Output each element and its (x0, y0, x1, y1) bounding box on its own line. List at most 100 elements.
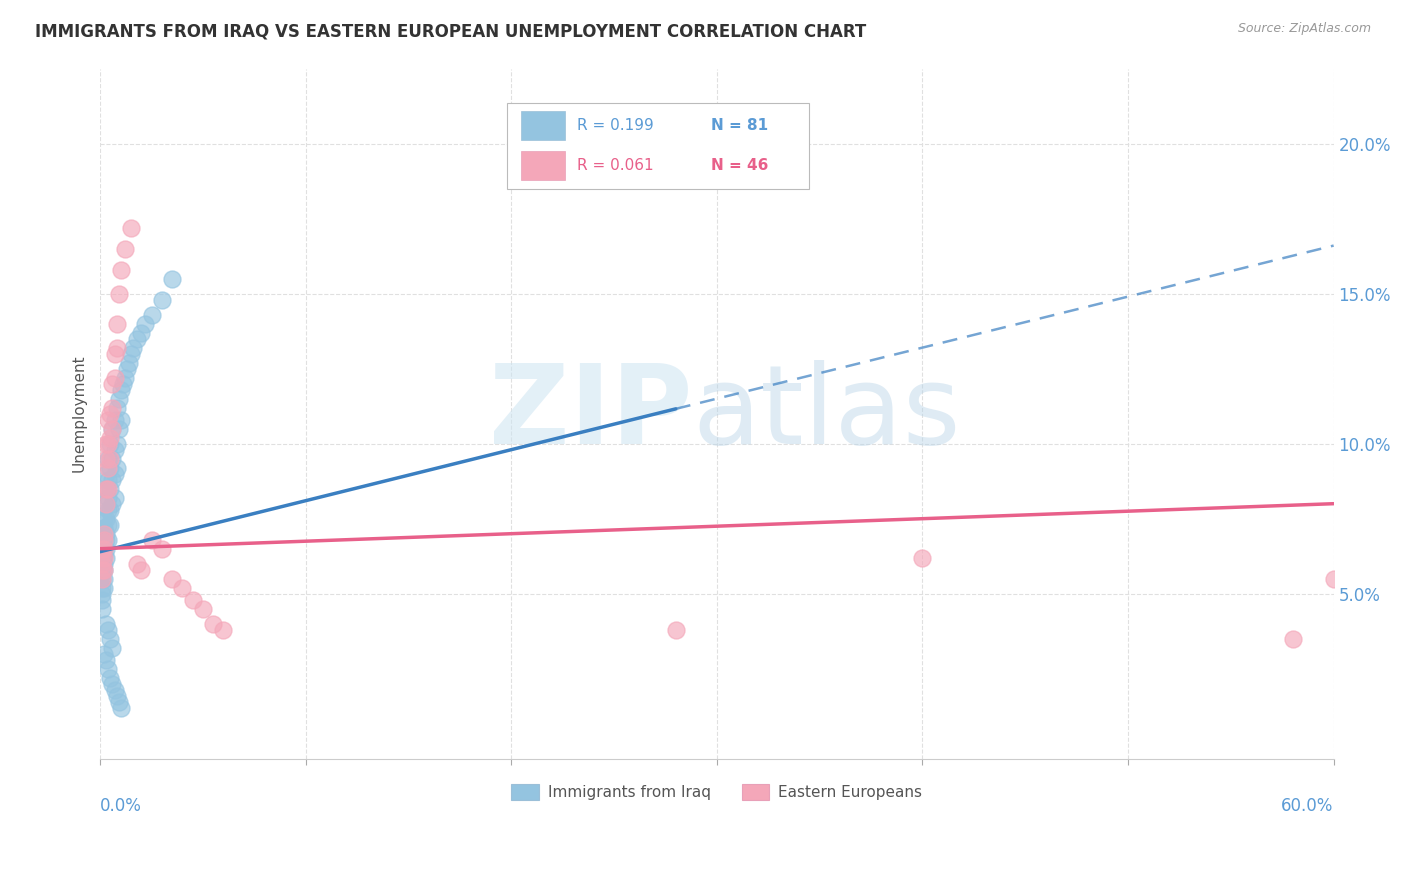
Point (100, 436, 122, 450)
Point (101, 451, 124, 466)
Point (91, 541, 114, 556)
Point (129, 563, 152, 577)
Point (172, 581, 194, 595)
Point (101, 640, 124, 655)
Point (96, 541, 118, 556)
Point (91, 572, 114, 586)
Point (97, 451, 120, 466)
Point (101, 677, 124, 691)
Text: R = 0.061: R = 0.061 (578, 158, 654, 173)
Point (105, 341, 128, 355)
Point (96, 511, 118, 525)
Point (100, 460, 122, 475)
Point (100, 451, 122, 466)
Point (96, 653, 118, 667)
Point (129, 326, 152, 340)
Point (911, 550, 934, 565)
Point (96, 467, 118, 481)
Point (212, 623, 235, 637)
Point (100, 671, 122, 685)
Point (91, 601, 114, 615)
Point (96, 526, 118, 541)
Point (103, 370, 125, 384)
Point (96, 451, 118, 466)
Point (97, 533, 120, 547)
Point (100, 632, 122, 646)
Point (100, 482, 122, 496)
Point (91, 548, 114, 562)
Point (110, 412, 132, 426)
Point (110, 700, 132, 714)
Point (101, 422, 124, 436)
Point (91, 566, 114, 580)
Point (181, 592, 204, 607)
FancyBboxPatch shape (520, 151, 565, 179)
Point (191, 601, 214, 615)
Point (114, 242, 136, 256)
Point (96, 482, 118, 496)
Point (118, 356, 141, 370)
Point (107, 422, 129, 436)
Point (93, 526, 115, 541)
Point (103, 346, 125, 360)
Point (134, 317, 156, 331)
Point (91, 572, 114, 586)
Point (101, 401, 124, 415)
Point (93, 533, 115, 547)
Point (93, 533, 115, 547)
Point (127, 332, 149, 346)
Point (96, 533, 118, 547)
Point (103, 682, 125, 697)
Point (93, 511, 115, 525)
Point (93, 563, 115, 577)
Text: R = 0.199: R = 0.199 (578, 119, 654, 133)
Legend: Immigrants from Iraq, Eastern Europeans: Immigrants from Iraq, Eastern Europeans (505, 778, 928, 806)
FancyBboxPatch shape (520, 112, 565, 140)
Point (97, 473, 120, 487)
Point (96, 482, 118, 496)
Point (103, 412, 125, 426)
Point (91, 541, 114, 556)
Point (96, 497, 118, 511)
Point (100, 407, 122, 421)
Point (96, 616, 118, 631)
Point (122, 341, 145, 355)
Point (101, 473, 124, 487)
Point (110, 262, 132, 277)
Point (93, 572, 115, 586)
Point (93, 550, 115, 565)
Point (97, 662, 120, 676)
Point (100, 431, 122, 445)
Point (103, 491, 125, 505)
Point (96, 497, 118, 511)
Point (97, 482, 120, 496)
Point (93, 557, 115, 571)
Y-axis label: Unemployment: Unemployment (72, 355, 86, 473)
Point (141, 308, 163, 322)
Text: atlas: atlas (692, 360, 960, 467)
Point (91, 557, 114, 571)
Text: 60.0%: 60.0% (1281, 797, 1334, 814)
Point (91, 563, 114, 577)
Text: IMMIGRANTS FROM IRAQ VS EASTERN EUROPEAN UNEMPLOYMENT CORRELATION CHART: IMMIGRANTS FROM IRAQ VS EASTERN EUROPEAN… (35, 22, 866, 40)
Text: N = 46: N = 46 (710, 158, 768, 173)
Point (93, 548, 115, 562)
Point (202, 616, 225, 631)
Text: N = 81: N = 81 (710, 119, 768, 133)
Point (110, 383, 132, 397)
Point (141, 533, 163, 547)
Point (101, 422, 124, 436)
Point (93, 581, 115, 595)
Point (93, 563, 115, 577)
Point (91, 548, 114, 562)
Point (665, 623, 688, 637)
Point (100, 517, 122, 532)
Point (107, 392, 129, 406)
FancyBboxPatch shape (508, 103, 810, 189)
Point (97, 491, 120, 505)
Point (97, 502, 120, 516)
Point (105, 436, 128, 450)
Point (111, 376, 134, 391)
Point (127, 557, 149, 571)
Point (120, 346, 142, 360)
